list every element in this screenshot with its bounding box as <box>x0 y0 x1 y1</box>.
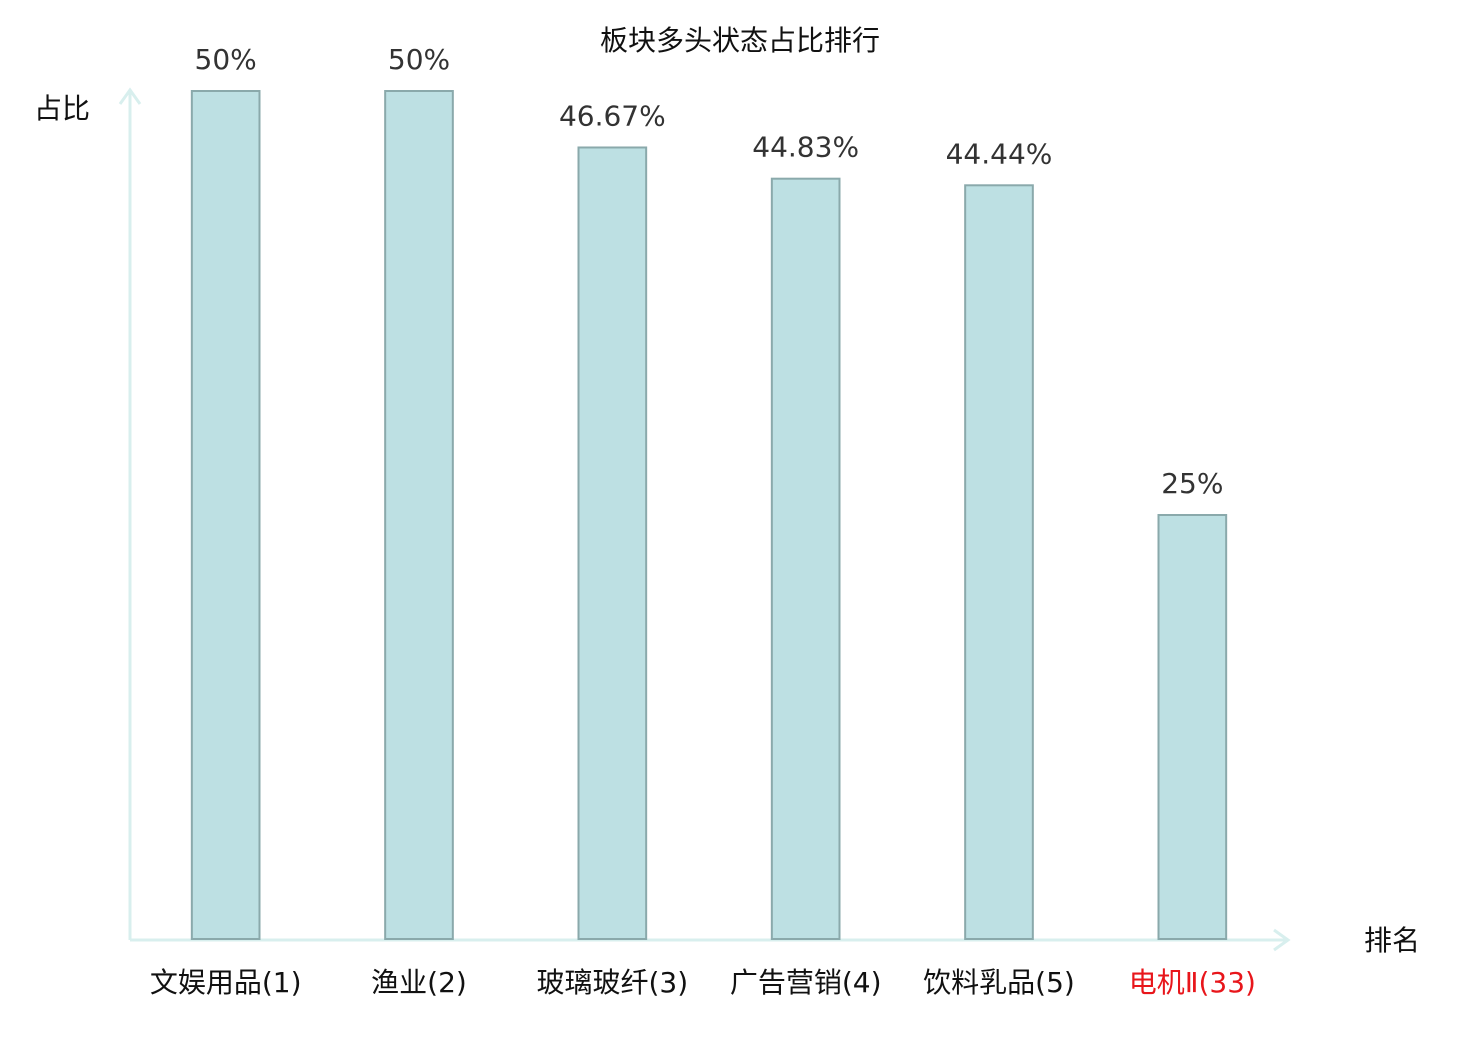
y-axis-label: 占比 <box>34 92 90 125</box>
value-label: 44.83% <box>752 131 859 164</box>
bar <box>964 184 1034 940</box>
bar <box>770 177 841 940</box>
x-tick-label: 渔业(2) <box>371 966 467 999</box>
axes <box>118 87 1291 952</box>
x-tick-label: 玻璃玻纤(3) <box>536 966 688 999</box>
value-label: 50% <box>388 43 450 76</box>
bar <box>190 90 261 940</box>
value-label: 50% <box>195 43 257 76</box>
x-axis-arrow <box>1273 928 1291 952</box>
y-axis-arrow <box>118 87 142 105</box>
bar <box>384 90 454 940</box>
x-tick-label: 饮料乳品(5) <box>923 966 1075 999</box>
value-label: 44.44% <box>946 137 1053 170</box>
x-tick-label: 电机Ⅱ(33) <box>1129 966 1256 999</box>
bar <box>1157 514 1228 940</box>
bar <box>577 146 648 940</box>
x-axis-label: 排名 <box>1364 924 1420 957</box>
x-tick-label: 文娱用品(1) <box>150 966 302 999</box>
value-label: 25% <box>1161 467 1223 500</box>
chart-title: 板块多头状态占比排行 <box>600 24 880 57</box>
value-label: 46.67% <box>559 99 666 132</box>
x-tick-label: 广告营销(4) <box>730 966 882 999</box>
